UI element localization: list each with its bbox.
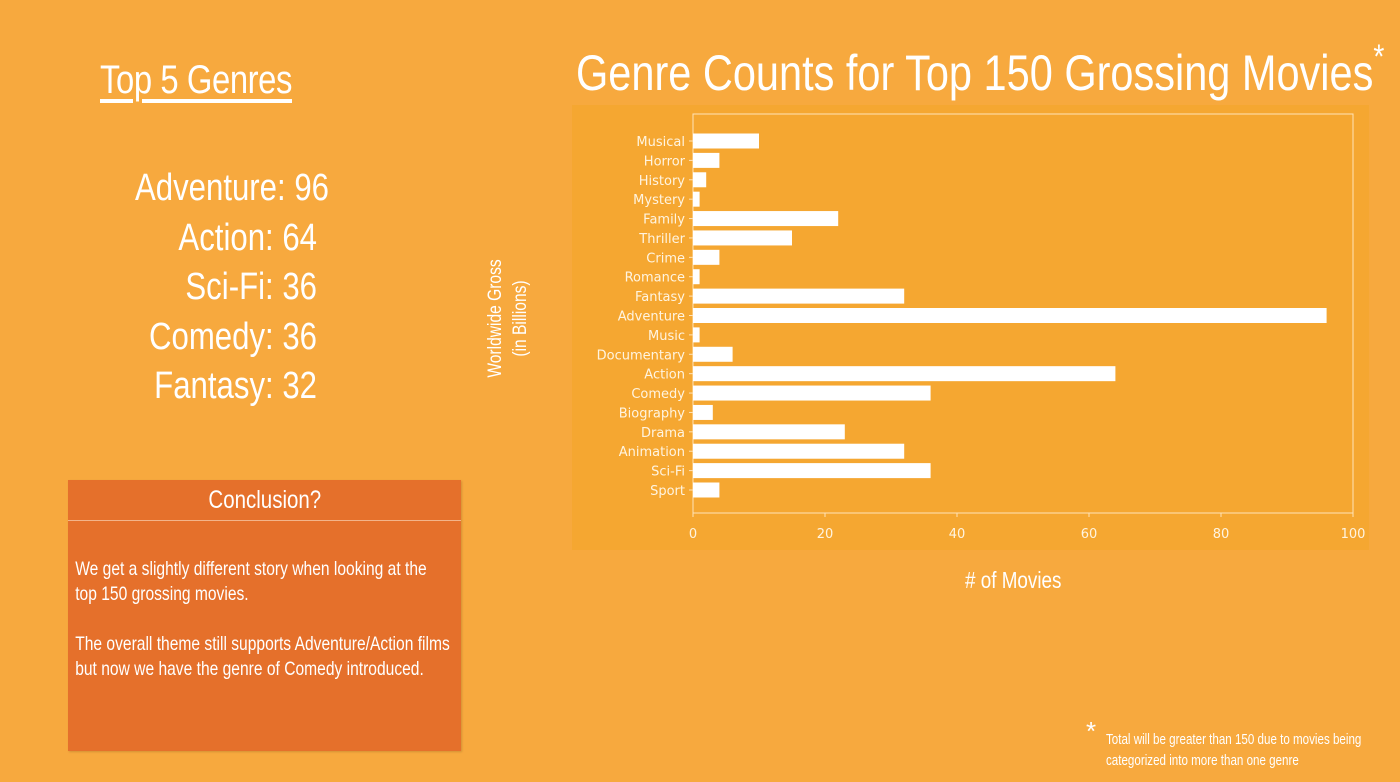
y-tick-label: Romance	[625, 271, 685, 286]
top-genre-item: Adventure: 96	[134, 167, 329, 209]
y-tick-label: Musical	[636, 135, 685, 150]
x-tick-label: 20	[817, 527, 834, 542]
bar	[693, 152, 720, 168]
bar	[693, 346, 733, 362]
chart-title-text: Genre Counts for Top 150 Grossing Movies	[576, 45, 1374, 101]
conclusion-body: We get a slightly different story when l…	[68, 521, 459, 682]
bar	[693, 482, 720, 498]
footnote-text: Total will be greater than 150 due to mo…	[1106, 732, 1362, 769]
conclusion-heading-text: Conclusion?	[208, 486, 321, 514]
y-tick-label: Sport	[650, 484, 685, 499]
bar	[693, 230, 792, 246]
y-tick-label: Music	[648, 329, 685, 344]
conclusion-paragraph: We get a slightly different story when l…	[75, 558, 427, 605]
conclusion-box: Conclusion? We get a slightly different …	[68, 480, 461, 751]
conclusion-paragraph: The overall theme still supports Adventu…	[75, 633, 450, 680]
bar	[693, 308, 1327, 323]
top-genres-title: Top 5 Genres	[100, 58, 292, 102]
bar	[693, 288, 905, 304]
bar	[693, 424, 845, 440]
y-tick-label: Biography	[619, 406, 686, 421]
y-tick-label: Sci-Fi	[651, 465, 685, 480]
top-genre-item: Comedy: 36	[148, 315, 317, 358]
bar	[693, 404, 713, 420]
y-tick-label: History	[639, 174, 686, 189]
y-axis-label: Worldwide Gross (in Billions)	[483, 257, 533, 380]
conclusion-heading: Conclusion?	[68, 480, 461, 521]
y-tick-label: Animation	[619, 445, 685, 460]
bar	[693, 269, 700, 285]
bar	[693, 443, 905, 459]
x-tick-label: 80	[1213, 527, 1230, 542]
bar	[693, 172, 707, 188]
top-genre-item: Action: 64	[178, 216, 317, 259]
y-tick-label: Comedy	[631, 387, 685, 402]
x-axis-label: # of Movies	[965, 567, 1062, 593]
x-tick-label: 0	[689, 527, 697, 542]
y-tick-label: Thriller	[638, 232, 685, 247]
y-tick-label: Fantasy	[635, 290, 685, 305]
bar	[693, 366, 1116, 382]
y-tick-label: Drama	[641, 426, 685, 441]
chart-title-asterisk: *	[1373, 38, 1385, 76]
y-tick-label: Documentary	[597, 348, 686, 363]
bar	[693, 133, 759, 149]
x-tick-label: 60	[1081, 527, 1098, 542]
y-tick-label: Mystery	[633, 193, 685, 208]
x-tick-label: 40	[949, 527, 966, 542]
y-tick-label: Adventure	[618, 310, 685, 325]
y-tick-label: Action	[644, 368, 685, 383]
footnote-asterisk: *	[1086, 716, 1097, 746]
x-tick-label: 100	[1341, 527, 1366, 542]
bar	[693, 463, 931, 479]
bar	[693, 327, 700, 343]
bar	[693, 211, 839, 227]
chart-title: Genre Counts for Top 150 Grossing Movies…	[576, 38, 1384, 102]
y-tick-label: Family	[643, 213, 685, 228]
top-genre-item: Fantasy: 32	[154, 365, 317, 407]
y-axis-label-line: Worldwide Gross	[485, 259, 506, 378]
y-tick-label: Horror	[644, 154, 686, 169]
bar	[693, 191, 700, 207]
top-genre-item: Sci-Fi: 36	[185, 266, 317, 308]
y-axis-label-line: (in Billions)	[510, 280, 531, 357]
bar	[693, 385, 931, 401]
top-genres-list: Adventure: 96 Action: 64 Sci-Fi: 36 Come…	[95, 164, 329, 412]
y-tick-label: Crime	[646, 251, 685, 266]
bar	[693, 249, 720, 265]
